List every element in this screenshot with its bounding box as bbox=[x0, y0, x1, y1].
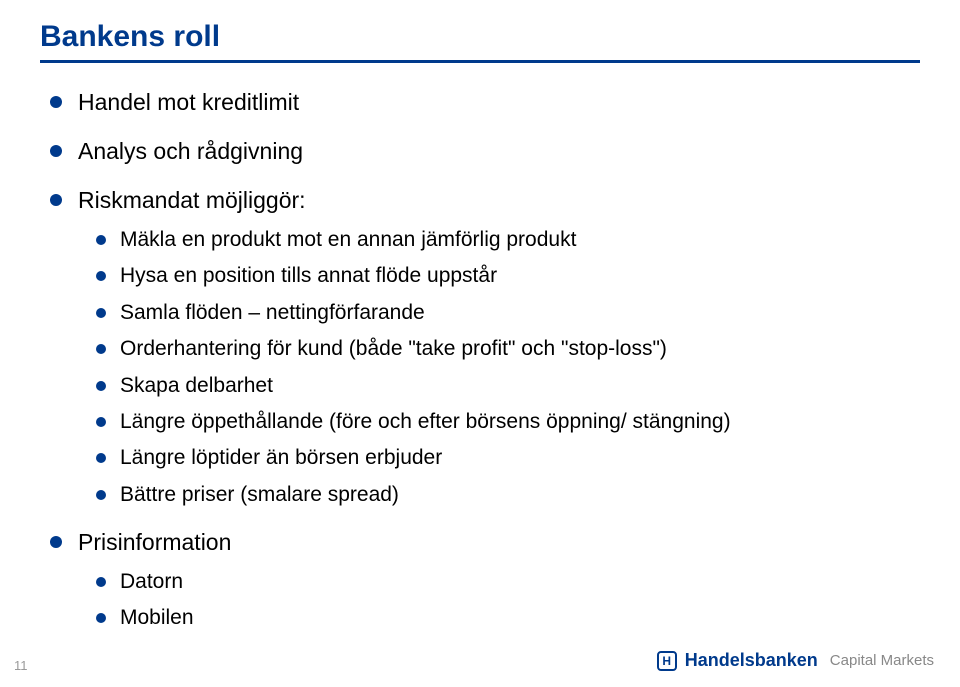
bullet-text: Mäkla en produkt mot en annan jämförlig … bbox=[120, 228, 576, 251]
bullet-text: Samla flöden – nettingförfarande bbox=[120, 301, 425, 324]
bullet-text: Analys och rådgivning bbox=[78, 138, 303, 164]
list-item: Datorn bbox=[96, 568, 920, 596]
brand-logo: H Handelsbanken Capital Markets bbox=[657, 650, 934, 671]
bullet-list: Handel mot kreditlimit Analys och rådgiv… bbox=[50, 87, 920, 633]
bullet-text: Prisinformation bbox=[78, 529, 231, 555]
list-item: Mobilen bbox=[96, 604, 920, 632]
bullet-text: Bättre priser (smalare spread) bbox=[120, 483, 399, 506]
title-rule bbox=[40, 60, 920, 63]
logo-brand: Handelsbanken bbox=[685, 650, 818, 671]
list-item: Orderhantering för kund (både "take prof… bbox=[96, 335, 920, 363]
list-item: Prisinformation Datorn Mobilen bbox=[50, 527, 920, 633]
bullet-text: Riskmandat möjliggör: bbox=[78, 187, 306, 213]
list-item: Riskmandat möjliggör: Mäkla en produkt m… bbox=[50, 185, 920, 509]
list-item: Skapa delbarhet bbox=[96, 372, 920, 400]
bullet-text: Skapa delbarhet bbox=[120, 374, 273, 397]
page-number: 11 bbox=[14, 658, 28, 673]
logo-sub: Capital Markets bbox=[830, 652, 934, 669]
list-item: Längre öppethållande (före och efter bör… bbox=[96, 408, 920, 436]
list-item: Mäkla en produkt mot en annan jämförlig … bbox=[96, 226, 920, 254]
logo-icon: H bbox=[657, 651, 677, 671]
list-item: Handel mot kreditlimit bbox=[50, 87, 920, 118]
bullet-text: Handel mot kreditlimit bbox=[78, 89, 299, 115]
list-item: Bättre priser (smalare spread) bbox=[96, 481, 920, 509]
bullet-text: Orderhantering för kund (både "take prof… bbox=[120, 337, 667, 360]
list-item: Hysa en position tills annat flöde uppst… bbox=[96, 262, 920, 290]
bullet-text: Mobilen bbox=[120, 606, 194, 629]
list-item: Samla flöden – nettingförfarande bbox=[96, 299, 920, 327]
bullet-text: Hysa en position tills annat flöde uppst… bbox=[120, 264, 497, 287]
list-item: Längre löptider än börsen erbjuder bbox=[96, 444, 920, 472]
page-title: Bankens roll bbox=[40, 20, 920, 60]
bullet-text: Längre öppethållande (före och efter bör… bbox=[120, 410, 731, 433]
bullet-text: Längre löptider än börsen erbjuder bbox=[120, 446, 442, 469]
bullet-text: Datorn bbox=[120, 570, 183, 593]
slide: Bankens roll Handel mot kreditlimit Anal… bbox=[0, 0, 960, 687]
sub-bullet-list: Mäkla en produkt mot en annan jämförlig … bbox=[96, 226, 920, 509]
sub-bullet-list: Datorn Mobilen bbox=[96, 568, 920, 633]
list-item: Analys och rådgivning bbox=[50, 136, 920, 167]
